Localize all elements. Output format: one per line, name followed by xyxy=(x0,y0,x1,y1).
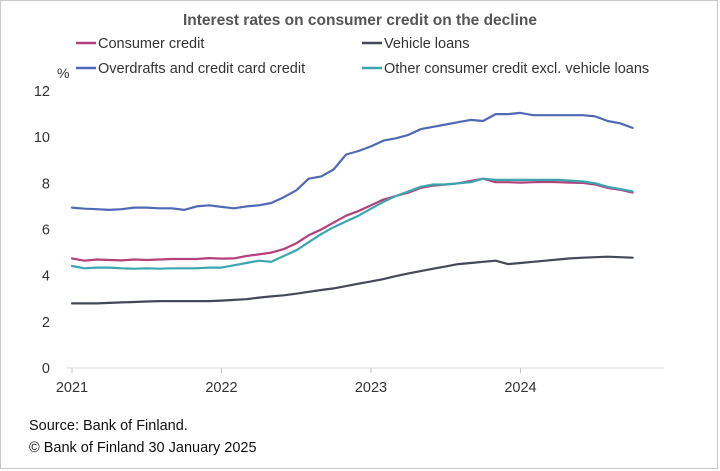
y-tick-label: 8 xyxy=(42,176,50,192)
x-tick-label: 2023 xyxy=(355,380,387,396)
y-tick-label: 10 xyxy=(34,130,50,146)
x-axis: 2021 2022 2023 2024 xyxy=(56,368,537,396)
legend-entry: Vehicle loans xyxy=(384,36,469,52)
series-line-overdrafts-and-credit-card-credit xyxy=(70,111,634,211)
legend-entry: Overdrafts and credit card credit xyxy=(98,61,305,77)
chart-title: Interest rates on consumer credit on the… xyxy=(183,12,537,29)
legend-entry: Consumer credit xyxy=(98,36,204,52)
y-axis: 0 2 4 6 8 10 12 xyxy=(34,84,50,377)
legend-entry: Other consumer credit excl. vehicle loan… xyxy=(384,61,649,77)
y-tick-label: 4 xyxy=(42,269,50,285)
copyright-note: © Bank of Finland 30 January 2025 xyxy=(29,440,257,456)
y-axis-unit: % xyxy=(57,65,69,81)
y-tick-label: 12 xyxy=(34,84,50,100)
x-tick-label: 2024 xyxy=(504,380,536,396)
y-tick-label: 2 xyxy=(42,315,50,331)
series-line-vehicle-loans xyxy=(70,255,634,305)
series-line-other-consumer-credit-excl-vehicle-loans xyxy=(70,177,634,270)
series-lines xyxy=(70,111,634,305)
x-tick-label: 2022 xyxy=(205,380,237,396)
x-tick-label: 2021 xyxy=(56,380,88,396)
source-note: Source: Bank of Finland. xyxy=(29,418,188,434)
legend: Consumer credit Vehicle loans Overdrafts a… xyxy=(76,36,649,77)
y-tick-label: 6 xyxy=(42,223,50,239)
series-line-consumer-credit xyxy=(70,177,634,262)
y-tick-label: 0 xyxy=(42,361,50,377)
